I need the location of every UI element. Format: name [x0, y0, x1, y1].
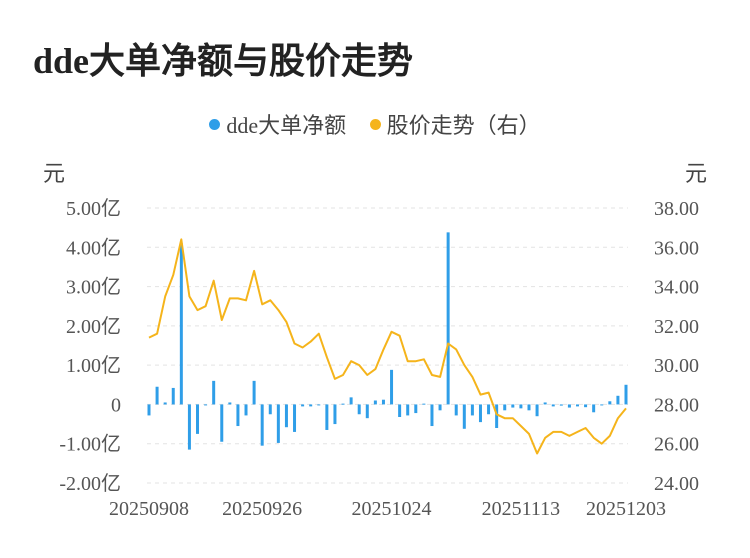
- chart-title: dde大单净额与股价走势: [33, 41, 414, 81]
- bar-dde: [543, 402, 547, 405]
- right-tick-label: 34.00: [654, 277, 699, 299]
- legend-item-dde[interactable]: dde大单净额: [209, 108, 346, 140]
- bar-dde: [365, 404, 369, 419]
- bar-dde: [600, 404, 604, 406]
- bar-dde: [179, 243, 183, 405]
- left-axis-unit: 元: [43, 161, 66, 186]
- legend-dot-dde-icon: [209, 119, 221, 130]
- bar-dde: [187, 404, 191, 450]
- x-tick-label: 20251024: [352, 498, 432, 520]
- chart-legend: dde大单净额 股价走势（右）: [0, 108, 750, 140]
- x-tick-label: 20250908: [109, 498, 189, 520]
- bar-dde: [147, 404, 151, 416]
- bar-dde: [301, 404, 305, 407]
- bar-dde: [268, 404, 272, 415]
- bar-dde: [503, 404, 507, 411]
- bar-dde: [317, 404, 321, 406]
- bar-dde: [454, 404, 458, 416]
- legend-label-dde: dde大单净额: [226, 113, 347, 138]
- bar-dde: [519, 404, 523, 409]
- bar-dde: [608, 401, 612, 405]
- left-tick-label: 2.00亿: [66, 315, 121, 338]
- bar-dde: [478, 404, 482, 423]
- bar-dde: [390, 369, 394, 405]
- bar-dde: [438, 404, 442, 411]
- bar-dde: [446, 232, 450, 405]
- left-tick-label: 4.00亿: [66, 236, 121, 259]
- bar-dde: [341, 403, 345, 405]
- price-line: [148, 238, 627, 455]
- bar-dde: [527, 404, 531, 411]
- bar-dde: [309, 404, 313, 407]
- bar-dde: [212, 380, 216, 405]
- right-axis-unit: 元: [685, 161, 708, 186]
- bar-dde: [559, 404, 563, 406]
- bar-dde: [616, 395, 620, 405]
- bar-dde: [236, 404, 240, 427]
- left-tick-label: 1.00亿: [66, 354, 121, 377]
- left-tick-label: -2.00亿: [59, 472, 121, 495]
- bar-dde: [495, 404, 499, 428]
- bar-dde: [284, 404, 288, 428]
- bar-dde: [470, 404, 474, 416]
- bar-dde: [430, 404, 434, 427]
- bar-dde: [349, 397, 353, 405]
- bar-dde: [422, 403, 426, 405]
- bar-dde: [381, 399, 385, 405]
- bar-dde: [357, 404, 361, 415]
- bar-dde: [196, 404, 200, 434]
- left-tick-label: 3.00亿: [66, 276, 121, 299]
- bar-dde: [276, 404, 280, 443]
- bar-dde: [406, 404, 410, 416]
- bar-dde: [155, 386, 159, 405]
- bar-dde: [171, 387, 175, 405]
- left-tick-label: -1.00亿: [59, 433, 121, 456]
- x-tick-label: 20251113: [482, 498, 561, 520]
- bar-dde: [252, 380, 256, 405]
- bar-dde: [584, 404, 588, 408]
- bar-dde: [398, 404, 402, 417]
- bar-dde: [511, 404, 515, 408]
- bar-dde: [462, 404, 466, 429]
- bar-dde: [592, 404, 596, 413]
- bar-dde: [220, 404, 224, 442]
- x-tick-label: 20250926: [222, 498, 302, 520]
- bar-dde: [575, 404, 579, 407]
- right-tick-label: 24.00: [654, 473, 699, 495]
- left-tick-label: 0: [111, 394, 121, 416]
- bar-dde: [228, 402, 232, 405]
- bar-dde: [551, 404, 555, 407]
- right-tick-label: 28.00: [654, 394, 699, 416]
- bar-dde: [624, 384, 628, 405]
- bar-dde: [414, 404, 418, 414]
- bar-dde: [244, 404, 248, 416]
- bar-dde: [333, 404, 337, 425]
- legend-label-price: 股价走势（右）: [386, 113, 541, 138]
- legend-dot-price-icon: [369, 119, 381, 130]
- right-tick-label: 26.00: [654, 434, 699, 456]
- bar-dde: [163, 402, 167, 405]
- bar-dde: [373, 400, 377, 405]
- x-tick-label: 20251203: [586, 498, 666, 520]
- bar-dde: [260, 404, 264, 446]
- right-tick-label: 38.00: [654, 198, 699, 220]
- left-tick-label: 5.00亿: [66, 197, 121, 220]
- right-tick-label: 30.00: [654, 355, 699, 377]
- bar-dde: [204, 404, 208, 406]
- bar-dde: [567, 404, 571, 408]
- bar-dde: [535, 404, 539, 417]
- legend-item-price[interactable]: 股价走势（右）: [369, 108, 541, 140]
- right-tick-label: 32.00: [654, 316, 699, 338]
- bar-dde: [293, 404, 297, 432]
- bar-dde: [487, 404, 491, 415]
- right-tick-label: 36.00: [654, 237, 699, 259]
- bar-dde: [325, 404, 329, 430]
